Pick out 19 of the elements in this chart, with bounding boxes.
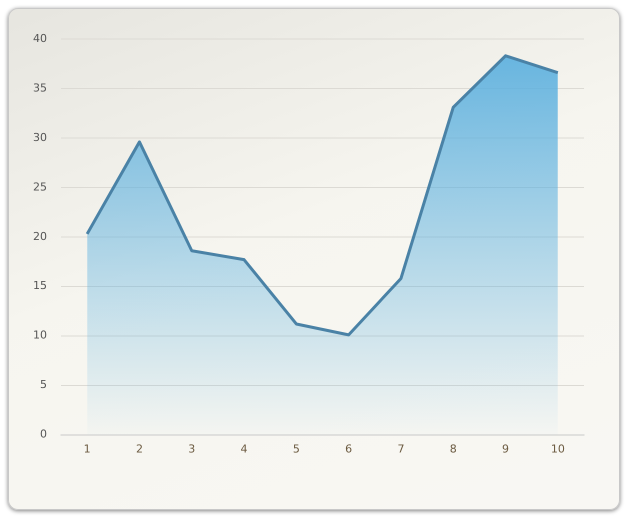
x-tick-label: 9 (502, 442, 510, 456)
y-tick-label: 15 (32, 279, 47, 292)
x-tick-label: 3 (188, 442, 196, 456)
x-tick-label: 2 (136, 442, 143, 456)
y-tick-label: 40 (32, 32, 47, 45)
x-tick-label: 5 (292, 442, 300, 456)
y-tick-label: 0 (40, 428, 47, 441)
x-tick-label: 10 (550, 442, 565, 456)
x-tick-label: 8 (450, 442, 457, 456)
x-tick-label: 6 (345, 442, 352, 456)
y-tick-label: 25 (32, 180, 47, 194)
y-tick-label: 20 (32, 230, 47, 243)
x-tick-label: 7 (397, 442, 404, 456)
y-tick-label: 30 (32, 130, 47, 144)
y-tick-label: 5 (40, 378, 47, 392)
x-tick-label: 1 (84, 442, 91, 456)
y-tick-label: 35 (32, 81, 47, 94)
y-tick-label: 10 (32, 328, 47, 342)
x-tick-label: 4 (240, 442, 248, 456)
